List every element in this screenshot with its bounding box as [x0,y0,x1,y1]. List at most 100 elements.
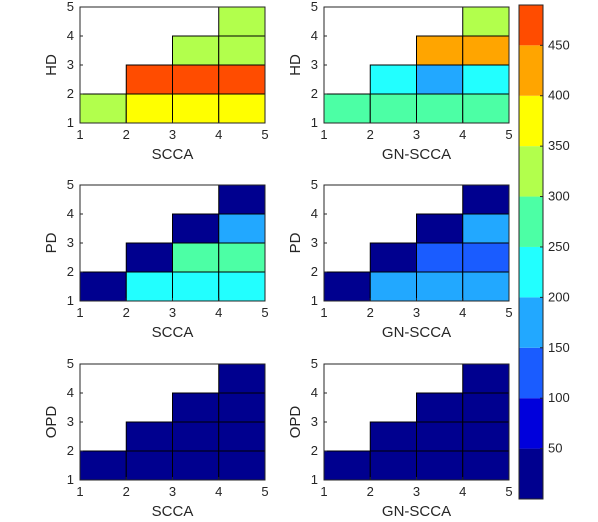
x-tick-label: 4 [215,484,222,499]
x-axis-label: GN-SCCA [382,503,451,520]
x-axis-label: SCCA [152,146,194,163]
heatmap-cell [462,64,510,95]
y-tick-label: 5 [67,0,74,14]
heatmap-cell [172,213,220,244]
y-tick-label: 4 [67,206,74,221]
heatmap-cell [218,35,266,66]
colorbar-tick-label: 300 [548,189,570,204]
x-tick-label: 2 [123,484,130,499]
heatmap-cell [369,450,417,481]
heatmap-cell [172,271,220,302]
heatmap-cell [125,93,173,124]
x-tick-label: 3 [413,127,420,142]
x-axis-label: GN-SCCA [382,324,451,341]
heatmap-cell [172,450,220,481]
heatmap-cell [369,64,417,95]
y-tick-label: 3 [67,57,74,72]
x-tick-label: 3 [413,484,420,499]
heatmap-cell [369,242,417,273]
heatmap-cell [323,450,371,481]
heatmap-cell [462,271,510,302]
y-axis-label: OPD [43,406,60,439]
y-tick-label: 1 [67,472,74,487]
x-tick-label: 4 [215,127,222,142]
x-tick-label: 3 [413,305,420,320]
x-axis-label: SCCA [152,324,194,341]
colorbar-band [519,246,543,298]
colorbar: 50 100 150 200 250 300 350 400 450 [518,4,570,500]
y-tick-label: 2 [311,443,318,458]
x-tick-label: 5 [505,127,512,142]
heatmap-cell [462,213,510,244]
heatmap-cell [462,242,510,273]
colorbar-band [519,5,543,46]
x-tick-label: 5 [261,127,268,142]
y-axis-label: HD [287,54,304,76]
x-tick-label: 2 [367,127,374,142]
colorbar-tick-label: 50 [548,441,562,456]
y-tick-label: 2 [311,264,318,279]
heatmap-cell [462,421,510,452]
y-tick-label: 1 [311,115,318,130]
y-axis-label: HD [43,54,60,76]
x-tick-label: 5 [261,484,268,499]
x-tick-label: 4 [459,127,466,142]
heatmap-cell [416,93,464,124]
y-tick-label: 4 [67,385,74,400]
heatmap-cell [462,35,510,66]
heatmap-cell [172,242,220,273]
colorbar-tick-label: 100 [548,390,570,405]
y-tick-label: 4 [311,385,318,400]
heatmap-cell [79,271,127,302]
y-axis-label: OPD [287,406,304,439]
y-tick-label: 5 [67,356,74,371]
heatmap-cell [79,450,127,481]
x-tick-label: 3 [169,484,176,499]
colorbar-tick-label: 450 [548,37,570,52]
heatmap-cell [416,450,464,481]
heatmap-cell [416,421,464,452]
heatmap-cell [218,184,266,215]
heatmap-cell [218,6,266,37]
colorbar-tick-label: 400 [548,88,570,103]
colorbar-band [519,146,543,197]
x-tick-label: 5 [261,305,268,320]
heatmap-cell [125,64,173,95]
heatmap-cell [172,421,220,452]
heatmap-cell [416,213,464,244]
y-tick-label: 1 [67,115,74,130]
heatmap-cell [416,242,464,273]
y-axis-label: PD [43,232,60,253]
y-tick-label: 5 [311,177,318,192]
heatmap-cell [218,93,266,124]
heatmap-cell [462,93,510,124]
colorbar-tick-label: 250 [548,239,570,254]
x-tick-label: 2 [367,305,374,320]
colorbar-frame [518,4,544,500]
x-tick-label: 1 [76,305,83,320]
heatmap-panel-5: 1 2 3 4 5 1 2 3 4 5 SCCA OPD [43,356,269,520]
heatmap-cell [369,271,417,302]
heatmap-cell [462,6,510,37]
x-tick-label: 1 [76,127,83,142]
heatmap-cell [462,392,510,423]
colorbar-tick-label: 200 [548,289,570,304]
x-axis-label: SCCA [152,503,194,520]
x-tick-label: 2 [367,484,374,499]
heatmap-cell [323,93,371,124]
heatmap-cell [323,271,371,302]
x-tick-label: 4 [459,305,466,320]
heatmap-cell [218,242,266,273]
y-tick-label: 2 [67,443,74,458]
heatmap-cell [218,271,266,302]
heatmap-cell [125,421,173,452]
heatmap-cell [369,93,417,124]
heatmap-cell [218,64,266,95]
colorbar-band [519,448,543,499]
x-tick-label: 2 [123,305,130,320]
colorbar-tick-label: 350 [548,138,570,153]
x-tick-label: 4 [215,305,222,320]
heatmap-cell [172,93,220,124]
x-tick-label: 1 [320,127,327,142]
